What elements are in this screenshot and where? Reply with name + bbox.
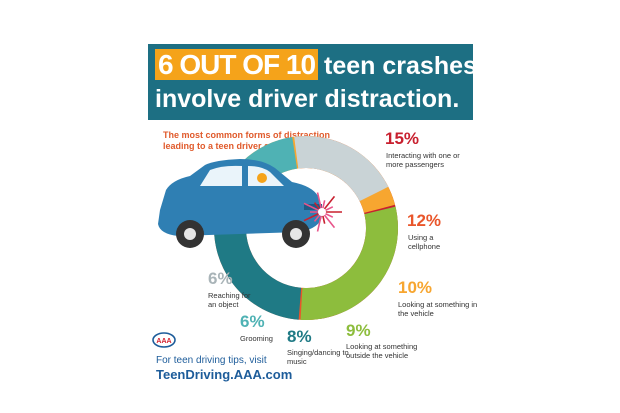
front-wheel-icon: [282, 220, 310, 248]
footer-tip-text: For teen driving tips, visit: [156, 355, 267, 366]
intro-text: The most common forms of distraction lea…: [163, 130, 331, 151]
rear-wheel-icon: [176, 220, 204, 248]
slice-percent: 15%: [385, 129, 420, 148]
slice-label-line: Singing/dancing to music: [287, 348, 349, 366]
car-crash-illustration: [158, 159, 342, 248]
slice-percent: 6%: [208, 269, 233, 288]
slice-label-line: Looking at something in the vehicle: [398, 300, 478, 318]
crash-burst-icon: [303, 192, 342, 232]
donut-slice: [300, 206, 399, 321]
aaa-logo: AAA: [152, 332, 176, 348]
aaa-logo-text: AAA: [156, 338, 171, 345]
footer-url-link[interactable]: TeenDriving.AAA.com: [156, 367, 293, 382]
slice-percent: 10%: [398, 278, 433, 297]
slice-label: Reaching for an object: [208, 291, 256, 309]
slice-label: Using a cellphone: [408, 233, 458, 251]
headline-number: 6 OUT OF 10: [155, 49, 319, 80]
slice-percent: 6%: [240, 312, 265, 331]
headline-rest: teen crashes: [324, 52, 477, 80]
slice-percent: 8%: [287, 327, 312, 346]
car-window-rear: [200, 165, 242, 186]
slice-label: Looking at something outside the vehicle: [346, 342, 431, 360]
slice-label: Grooming: [240, 334, 273, 343]
slice-label-line: Interacting with one or more passengers: [386, 151, 460, 169]
donut-slice: [214, 212, 302, 320]
slice-label-line: Using a cellphone: [408, 233, 441, 251]
slice-label-line: Looking at something outside the vehicle: [346, 342, 418, 360]
slice-label-line: Reaching for an object: [208, 291, 251, 309]
slice-label: Interacting with one or more passengers: [386, 151, 476, 169]
car-body: [158, 159, 322, 236]
donut-slice: [294, 136, 389, 202]
slice-percent: 9%: [346, 321, 371, 340]
burst-center: [318, 208, 326, 216]
slice-percent: 12%: [407, 211, 442, 230]
slice-label-line: Grooming: [240, 334, 273, 343]
slice-label: Singing/dancing to music: [287, 348, 349, 366]
headline-line-2: involve driver distraction.: [155, 85, 460, 113]
headline-line-1: 6 OUT OF 10 teen crashes: [155, 48, 477, 82]
driver-head: [257, 173, 267, 183]
slice-label: Looking at something in the vehicle: [398, 300, 478, 318]
